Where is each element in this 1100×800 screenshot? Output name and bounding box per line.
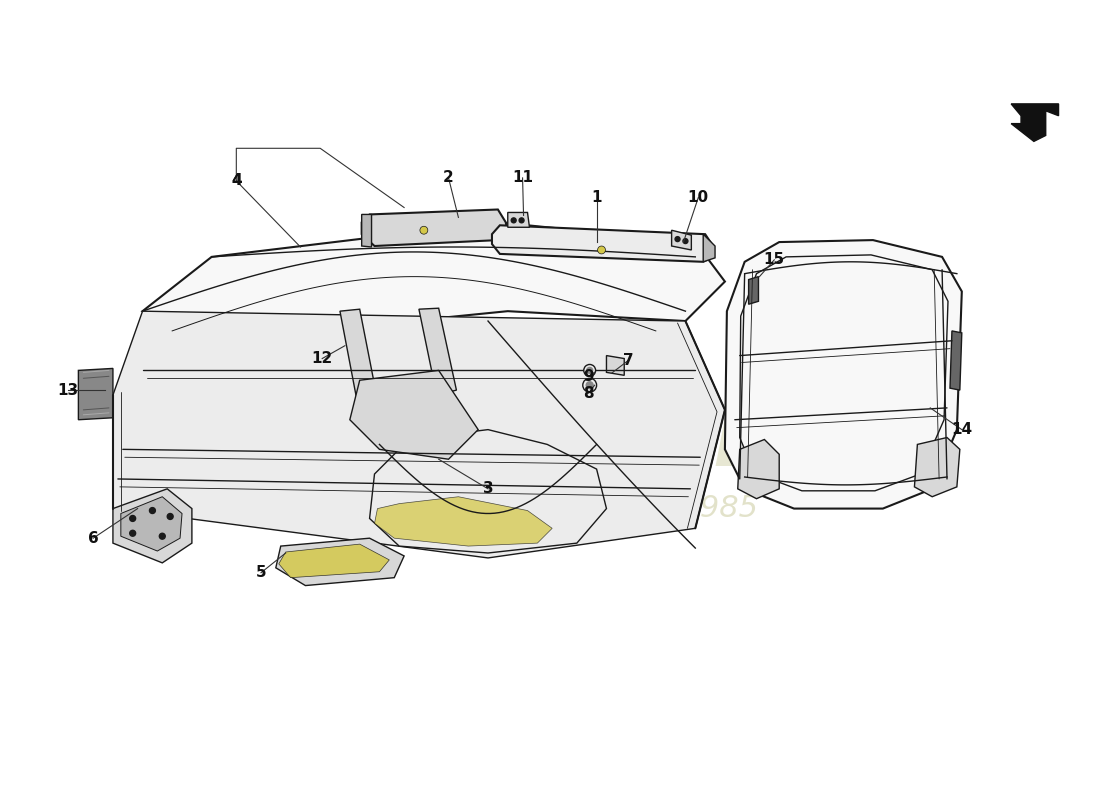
Text: 14: 14 <box>952 422 972 437</box>
Polygon shape <box>1011 104 1058 142</box>
Polygon shape <box>725 240 961 509</box>
Polygon shape <box>950 331 961 390</box>
Polygon shape <box>492 226 713 262</box>
Polygon shape <box>508 213 529 227</box>
Text: 5: 5 <box>255 566 266 580</box>
Polygon shape <box>739 255 948 491</box>
Polygon shape <box>606 355 624 375</box>
Polygon shape <box>113 489 191 563</box>
Polygon shape <box>278 544 389 578</box>
Circle shape <box>586 367 593 374</box>
Text: 8: 8 <box>583 386 594 401</box>
Text: 3: 3 <box>483 482 493 496</box>
Polygon shape <box>374 497 552 546</box>
Polygon shape <box>78 369 113 420</box>
Text: 13: 13 <box>57 382 78 398</box>
Circle shape <box>150 507 155 514</box>
Text: 4: 4 <box>231 174 242 188</box>
Text: 2: 2 <box>443 170 454 186</box>
Polygon shape <box>738 439 779 498</box>
Text: 1: 1 <box>592 190 602 205</box>
Text: 12: 12 <box>311 351 333 366</box>
Polygon shape <box>340 309 379 415</box>
Circle shape <box>512 218 516 223</box>
Text: 9: 9 <box>583 369 594 384</box>
Polygon shape <box>672 230 692 250</box>
Circle shape <box>167 514 173 519</box>
Circle shape <box>519 218 524 223</box>
Polygon shape <box>703 234 715 262</box>
Polygon shape <box>121 497 182 551</box>
Text: 4: 4 <box>231 174 242 188</box>
Text: eurospares: eurospares <box>110 366 945 493</box>
Text: 6: 6 <box>88 530 99 546</box>
Polygon shape <box>276 538 404 586</box>
Circle shape <box>586 382 593 389</box>
Text: 7: 7 <box>623 353 634 368</box>
Circle shape <box>420 226 428 234</box>
Text: 10: 10 <box>688 190 708 205</box>
Polygon shape <box>419 308 456 395</box>
Polygon shape <box>362 214 372 247</box>
Polygon shape <box>350 370 478 459</box>
Circle shape <box>583 378 596 392</box>
Circle shape <box>675 237 680 242</box>
Text: a passion for parts since 1985: a passion for parts since 1985 <box>297 494 758 523</box>
Text: 11: 11 <box>513 170 534 186</box>
Polygon shape <box>914 438 960 497</box>
Circle shape <box>130 530 135 536</box>
Circle shape <box>130 515 135 522</box>
Circle shape <box>597 246 605 254</box>
Polygon shape <box>113 311 725 558</box>
Polygon shape <box>370 430 606 553</box>
Polygon shape <box>143 222 725 341</box>
Polygon shape <box>362 210 508 246</box>
Text: 15: 15 <box>763 252 784 267</box>
Circle shape <box>584 365 595 376</box>
Circle shape <box>160 534 165 539</box>
Circle shape <box>683 238 688 243</box>
Polygon shape <box>749 277 759 304</box>
